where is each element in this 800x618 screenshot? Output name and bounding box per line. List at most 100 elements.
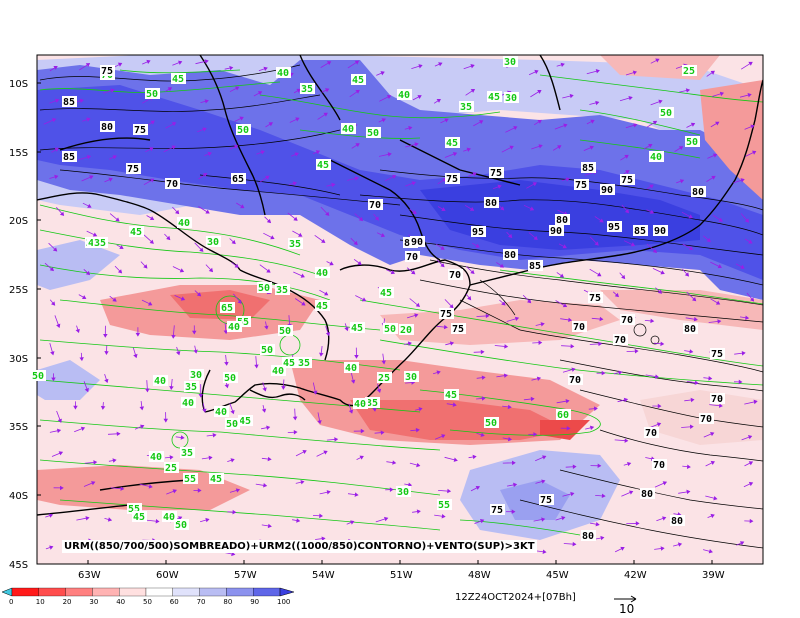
green-contour-label-bg: [227, 321, 242, 332]
green-contour-label-bg: [220, 302, 235, 313]
black-contour-label-bg: [410, 236, 425, 247]
black-contour-label: 75: [440, 309, 452, 320]
wind-vector-head: [715, 300, 721, 305]
wind-vector-head: [571, 367, 576, 372]
wind-vector-head: [624, 154, 629, 159]
wind-vector-head: [334, 437, 339, 442]
wind-vector-head: [688, 214, 693, 219]
wind-vector-head: [657, 403, 662, 409]
black-contour-label: 75: [101, 66, 113, 77]
wind-vector-head: [381, 118, 386, 123]
wind-vector-head: [590, 119, 595, 124]
green-contour-label-bg: [93, 237, 108, 248]
wind-vector-head: [112, 297, 117, 302]
black-contour-label: 70: [369, 200, 381, 211]
wind-vector-head: [266, 425, 271, 430]
wind-vector-head: [84, 387, 89, 393]
wind-vector-head: [513, 126, 518, 131]
black-contour-label: 75: [540, 495, 552, 506]
wind-vector-head: [440, 263, 445, 268]
wind-vector-head: [73, 405, 78, 410]
wind-vector-head: [50, 351, 55, 356]
wind-vector-head: [49, 266, 54, 272]
wind-vector-head: [630, 242, 636, 247]
black-contour-label: 75: [127, 164, 139, 175]
black-contour-label-bg: [448, 269, 463, 280]
green-contour-label: 40: [650, 152, 662, 163]
black-contour-label: 75: [490, 168, 502, 179]
green-contour-label-bg: [377, 372, 392, 383]
wind-vector-head: [193, 349, 198, 354]
black-contour-label-bg: [471, 226, 486, 237]
wind-vector-head: [133, 353, 138, 359]
wind-vector-head: [509, 145, 514, 150]
wind-vector-head: [563, 123, 568, 128]
wind-vector-head: [562, 303, 568, 308]
wind-vector-head: [239, 116, 244, 121]
wind-vector-head: [143, 264, 148, 269]
wind-vector-head: [232, 509, 237, 515]
wind-vector-head: [507, 436, 512, 442]
green-contour-label: 30: [207, 237, 219, 248]
green-contours: [39, 69, 763, 536]
black-contour-label: 70: [573, 322, 585, 333]
wind-vector-head: [212, 433, 217, 438]
black-contour-label-bg: [368, 199, 383, 210]
wind-vector-head: [49, 545, 54, 550]
green-contour-label-bg: [177, 217, 192, 228]
wind-vector-head: [178, 516, 183, 521]
legend-swatch: [253, 587, 281, 597]
lon-tick-label: 39W: [702, 570, 725, 581]
wind-vector-head: [536, 376, 542, 381]
black-contour-label-bg: [445, 173, 460, 184]
green-contour-label: 45: [133, 512, 145, 523]
wind-vector-head: [357, 260, 362, 265]
black-contour-label-bg: [670, 515, 685, 526]
wind-vector-head: [416, 462, 421, 468]
green-contour-label-bg: [437, 499, 452, 510]
wind-vector-head: [441, 434, 446, 439]
wind-vector-head: [537, 90, 542, 94]
green-contour-label: 50: [367, 128, 379, 139]
wind-vector-head: [658, 99, 663, 104]
wind-vector-head: [710, 432, 715, 437]
green-contour-label-bg: [365, 397, 380, 408]
green-contour-label-bg: [225, 418, 240, 429]
wind-vector-head: [296, 88, 301, 93]
wind-vector-head: [660, 270, 665, 275]
green-contour-label: 40: [354, 399, 366, 410]
legend-swatch: [172, 587, 200, 597]
wind-vector-head: [741, 351, 746, 356]
wind-vector-head: [155, 518, 160, 524]
wind-vector-head: [179, 268, 185, 273]
black-contour-label-bg: [620, 174, 635, 185]
wind-vector-head: [354, 60, 360, 65]
wind-vector-head: [475, 243, 480, 248]
green-contour-label-bg: [278, 325, 293, 336]
wind-vector-head: [418, 407, 423, 412]
wind-vector-head: [572, 541, 577, 547]
legend-label: 90: [250, 598, 259, 606]
green-contour-label: 50: [175, 520, 187, 531]
wind-vector-head: [148, 301, 153, 306]
wind-vector-head: [204, 59, 209, 64]
wind-vector-head: [317, 420, 322, 425]
wind-vector-head: [745, 315, 750, 320]
green-contour-label-bg: [257, 282, 272, 293]
green-contour-label: 45: [239, 416, 251, 427]
green-contour-label: 35: [289, 239, 301, 250]
black-contour-label: 80: [641, 489, 653, 500]
wind-vector-head: [594, 241, 599, 246]
wind-vector-head: [595, 100, 600, 106]
wind-vector-head: [197, 488, 202, 493]
wind-vector-head: [655, 58, 660, 63]
green-contour-label: 35: [185, 382, 197, 393]
wind-vector-head: [748, 481, 754, 487]
wind-vector-head: [350, 379, 356, 384]
green-contour-label: 40: [228, 322, 240, 333]
wind-vector-head: [326, 490, 331, 495]
lat-tick-label: 15S: [9, 148, 28, 159]
wind-vector-head: [139, 406, 145, 411]
wind-vector-head: [500, 206, 505, 211]
wind-vector-head: [207, 151, 212, 157]
